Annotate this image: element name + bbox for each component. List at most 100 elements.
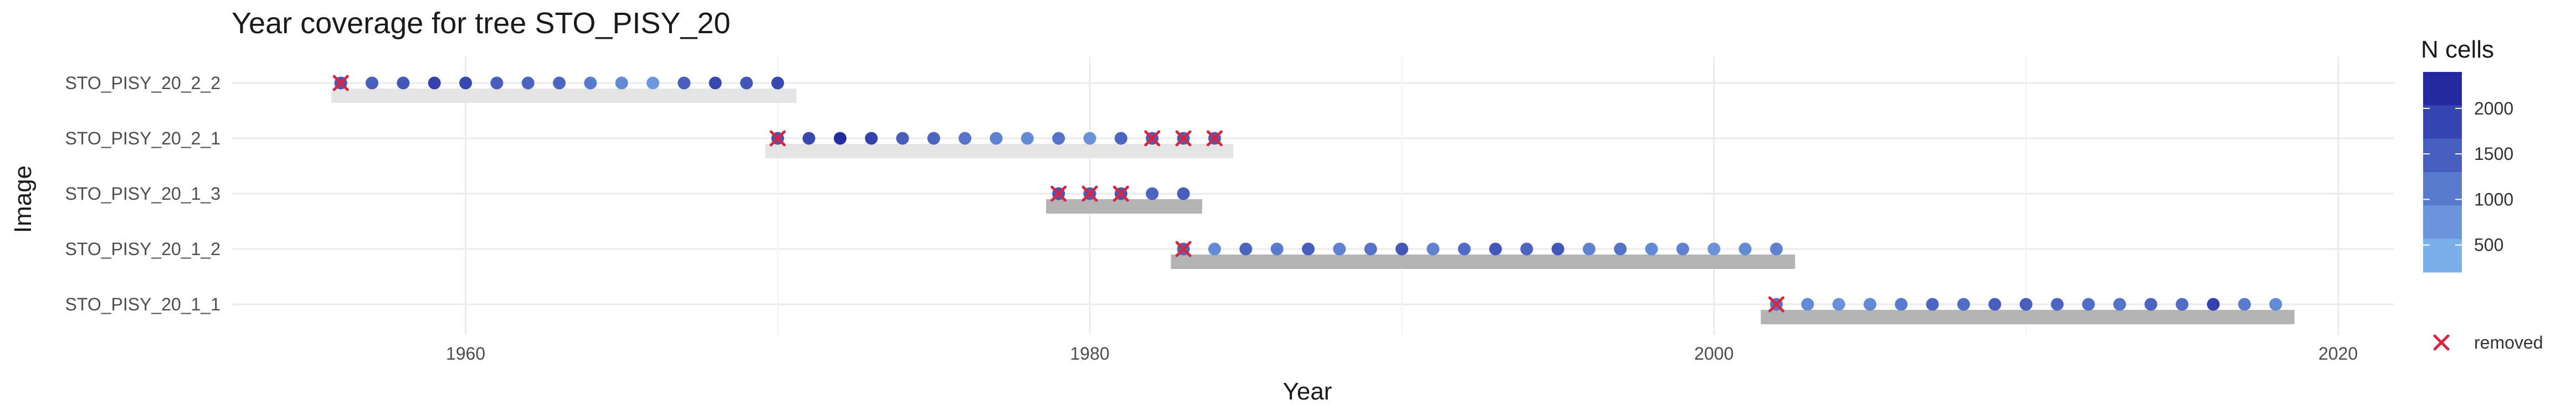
point-STO_PISY_20_1_2-1991 xyxy=(1426,242,1440,256)
point-STO_PISY_20_2_2-1969 xyxy=(740,76,753,90)
point-STO_PISY_20_1_1-2006 xyxy=(1895,298,1908,311)
point-STO_PISY_20_2_1-1978 xyxy=(1021,132,1034,145)
color-bar-block-1 xyxy=(2423,105,2462,139)
point-STO_PISY_20_1_2-1994 xyxy=(1520,242,1533,256)
point-STO_PISY_20_1_1-2012 xyxy=(2082,298,2095,311)
color-bar-block-0 xyxy=(2423,72,2462,106)
y-tick-label-3: STO_PISY_20_1_2 xyxy=(65,239,221,259)
y-tick-label-0: STO_PISY_20_2_2 xyxy=(65,73,221,93)
point-STO_PISY_20_1_1-2013 xyxy=(2113,298,2126,311)
point-STO_PISY_20_2_1-1980 xyxy=(1083,132,1096,145)
removed-STO_PISY_20_2_1-1984 xyxy=(1207,130,1223,147)
x-tick-label-2020: 2020 xyxy=(2318,344,2358,364)
point-STO_PISY_20_2_1-1981 xyxy=(1115,132,1128,145)
color-bar-block-5 xyxy=(2423,238,2462,273)
point-STO_PISY_20_1_1-2016 xyxy=(2206,298,2220,311)
point-STO_PISY_20_1_1-2018 xyxy=(2269,298,2282,311)
removed-legend-label: removed xyxy=(2474,333,2543,352)
chart-title: Year coverage for tree STO_PISY_20 xyxy=(232,7,731,40)
color-bar-block-4 xyxy=(2423,205,2462,240)
point-STO_PISY_20_1_2-1992 xyxy=(1458,242,1471,256)
removed-STO_PISY_20_2_1-1982 xyxy=(1144,130,1161,147)
point-STO_PISY_20_1_2-1990 xyxy=(1395,242,1409,256)
point-STO_PISY_20_1_2-1984 xyxy=(1208,242,1222,256)
point-STO_PISY_20_2_2-1965 xyxy=(615,76,628,90)
color-bar-tick-1000: 1000 xyxy=(2474,189,2513,209)
y-axis-ticks: STO_PISY_20_2_2 STO_PISY_20_2_1 STO_PISY_2… xyxy=(65,73,221,314)
legend-title: N cells xyxy=(2421,36,2494,63)
point-STO_PISY_20_1_2-1988 xyxy=(1333,242,1346,256)
point-STO_PISY_20_1_1-2014 xyxy=(2144,298,2158,311)
point-STO_PISY_20_1_3-1983 xyxy=(1177,187,1190,200)
point-STO_PISY_20_1_2-2000 xyxy=(1707,242,1721,256)
coverage-bar-STO_PISY_20_1_1 xyxy=(1761,310,2295,324)
point-STO_PISY_20_1_2-2001 xyxy=(1738,242,1752,256)
x-axis-ticks: 1960 1980 2000 2020 xyxy=(446,344,2358,364)
point-STO_PISY_20_1_2-1993 xyxy=(1489,242,1502,256)
removed-legend-marker xyxy=(2433,334,2450,351)
y-tick-label-2: STO_PISY_20_1_3 xyxy=(65,184,221,204)
point-STO_PISY_20_1_1-2009 xyxy=(1988,298,2002,311)
point-STO_PISY_20_1_1-2004 xyxy=(1832,298,1845,311)
coverage-bar-STO_PISY_20_2_2 xyxy=(331,89,797,103)
point-STO_PISY_20_1_2-1997 xyxy=(1614,242,1627,256)
removed-STO_PISY_20_1_3-1981 xyxy=(1113,185,1130,202)
point-STO_PISY_20_2_1-1975 xyxy=(927,132,941,145)
point-STO_PISY_20_2_2-1966 xyxy=(646,76,660,90)
point-STO_PISY_20_2_1-1976 xyxy=(958,132,972,145)
point-STO_PISY_20_1_1-2007 xyxy=(1926,298,1939,311)
point-STO_PISY_20_2_1-1971 xyxy=(802,132,815,145)
removed-STO_PISY_20_2_1-1983 xyxy=(1175,130,1192,147)
removed-STO_PISY_20_2_1-1970 xyxy=(769,130,786,147)
point-STO_PISY_20_2_1-1974 xyxy=(896,132,909,145)
removed-legend-key xyxy=(2433,334,2450,351)
point-STO_PISY_20_2_2-1959 xyxy=(428,76,441,90)
point-STO_PISY_20_2_1-1979 xyxy=(1052,132,1065,145)
y-tick-label-1: STO_PISY_20_2_1 xyxy=(65,128,221,148)
x-axis-label: Year xyxy=(1283,378,1332,405)
point-STO_PISY_20_1_2-1998 xyxy=(1645,242,1658,256)
point-STO_PISY_20_2_1-1977 xyxy=(989,132,1003,145)
removed-STO_PISY_20_1_2-1983 xyxy=(1175,241,1192,257)
point-STO_PISY_20_2_2-1958 xyxy=(397,76,410,90)
coverage-bars xyxy=(331,89,2295,324)
removed-STO_PISY_20_2_2-1956 xyxy=(332,75,349,91)
coverage-bar-STO_PISY_20_2_1 xyxy=(765,144,1234,158)
x-tick-label-1980: 1980 xyxy=(1070,344,1110,364)
x-tick-label-2000: 2000 xyxy=(1694,344,1733,364)
legend: N cells 500 1000 1500 2000 removed xyxy=(2421,36,2543,352)
point-STO_PISY_20_2_2-1967 xyxy=(678,76,691,90)
removed-markers xyxy=(332,75,1785,313)
y-tick-label-4: STO_PISY_20_1_1 xyxy=(65,294,221,314)
point-STO_PISY_20_2_1-1973 xyxy=(865,132,878,145)
point-STO_PISY_20_1_2-1999 xyxy=(1676,242,1690,256)
point-STO_PISY_20_1_2-1996 xyxy=(1583,242,1596,256)
color-bar xyxy=(2423,72,2462,273)
color-bar-tick-500: 500 xyxy=(2474,235,2503,255)
point-STO_PISY_20_1_1-2005 xyxy=(1864,298,1877,311)
color-bar-block-2 xyxy=(2423,138,2462,173)
color-bar-ticks: 500 1000 1500 2000 xyxy=(2423,98,2513,255)
color-bar-block-3 xyxy=(2423,172,2462,206)
point-STO_PISY_20_1_2-1986 xyxy=(1270,242,1284,256)
point-STO_PISY_20_1_1-2017 xyxy=(2238,298,2251,311)
removed-STO_PISY_20_1_3-1980 xyxy=(1081,185,1098,202)
point-STO_PISY_20_1_2-1987 xyxy=(1302,242,1315,256)
coverage-bar-STO_PISY_20_1_2 xyxy=(1171,255,1795,269)
coverage-bar-STO_PISY_20_1_3 xyxy=(1046,199,1203,214)
removed-STO_PISY_20_1_3-1979 xyxy=(1050,185,1067,202)
color-bar-tick-2000: 2000 xyxy=(2474,98,2513,118)
removed-STO_PISY_20_1_1-2002 xyxy=(1768,296,1785,313)
point-STO_PISY_20_2_2-1968 xyxy=(709,76,722,90)
point-STO_PISY_20_1_1-2003 xyxy=(1801,298,1814,311)
point-STO_PISY_20_1_2-1989 xyxy=(1364,242,1377,256)
color-bar-tick-1500: 1500 xyxy=(2474,144,2513,164)
point-STO_PISY_20_1_1-2011 xyxy=(2051,298,2064,311)
point-STO_PISY_20_2_2-1970 xyxy=(771,76,784,90)
point-STO_PISY_20_2_2-1960 xyxy=(459,76,473,90)
x-tick-label-1960: 1960 xyxy=(446,344,485,364)
point-STO_PISY_20_1_1-2008 xyxy=(1957,298,1971,311)
point-STO_PISY_20_2_2-1962 xyxy=(521,76,535,90)
point-STO_PISY_20_1_2-1995 xyxy=(1551,242,1564,256)
